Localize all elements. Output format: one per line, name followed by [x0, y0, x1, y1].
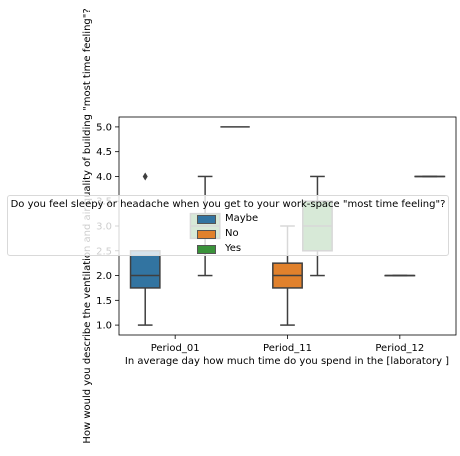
legend-swatch-maybe: [197, 215, 216, 224]
legend-label: No: [225, 228, 239, 239]
y-tick-label: 4.5: [96, 147, 112, 158]
legend: Do you feel sleepy or headache when you …: [7, 195, 449, 256]
x-tick-label: Period_11: [263, 343, 312, 354]
legend-swatch-yes: [197, 245, 216, 254]
y-tick-label: 1.5: [96, 296, 112, 307]
x-tick-label: Period_12: [375, 343, 424, 354]
legend-title: Do you feel sleepy or headache when you …: [8, 199, 448, 210]
x-axis: Period_01 Period_11 Period_12: [151, 335, 425, 354]
y-tick-label: 4.0: [96, 172, 112, 183]
legend-swatch-no: [197, 230, 216, 239]
box-iqr: [131, 251, 160, 288]
legend-label: Maybe: [225, 213, 258, 224]
y-tick-label: 2.0: [96, 271, 112, 282]
x-tick-label: Period_01: [151, 343, 200, 354]
y-tick-label: 5.0: [96, 122, 112, 133]
x-axis-label: In average day how much time do you spen…: [125, 356, 449, 367]
y-tick-label: 1.0: [96, 321, 112, 332]
legend-label: Yes: [225, 243, 241, 254]
